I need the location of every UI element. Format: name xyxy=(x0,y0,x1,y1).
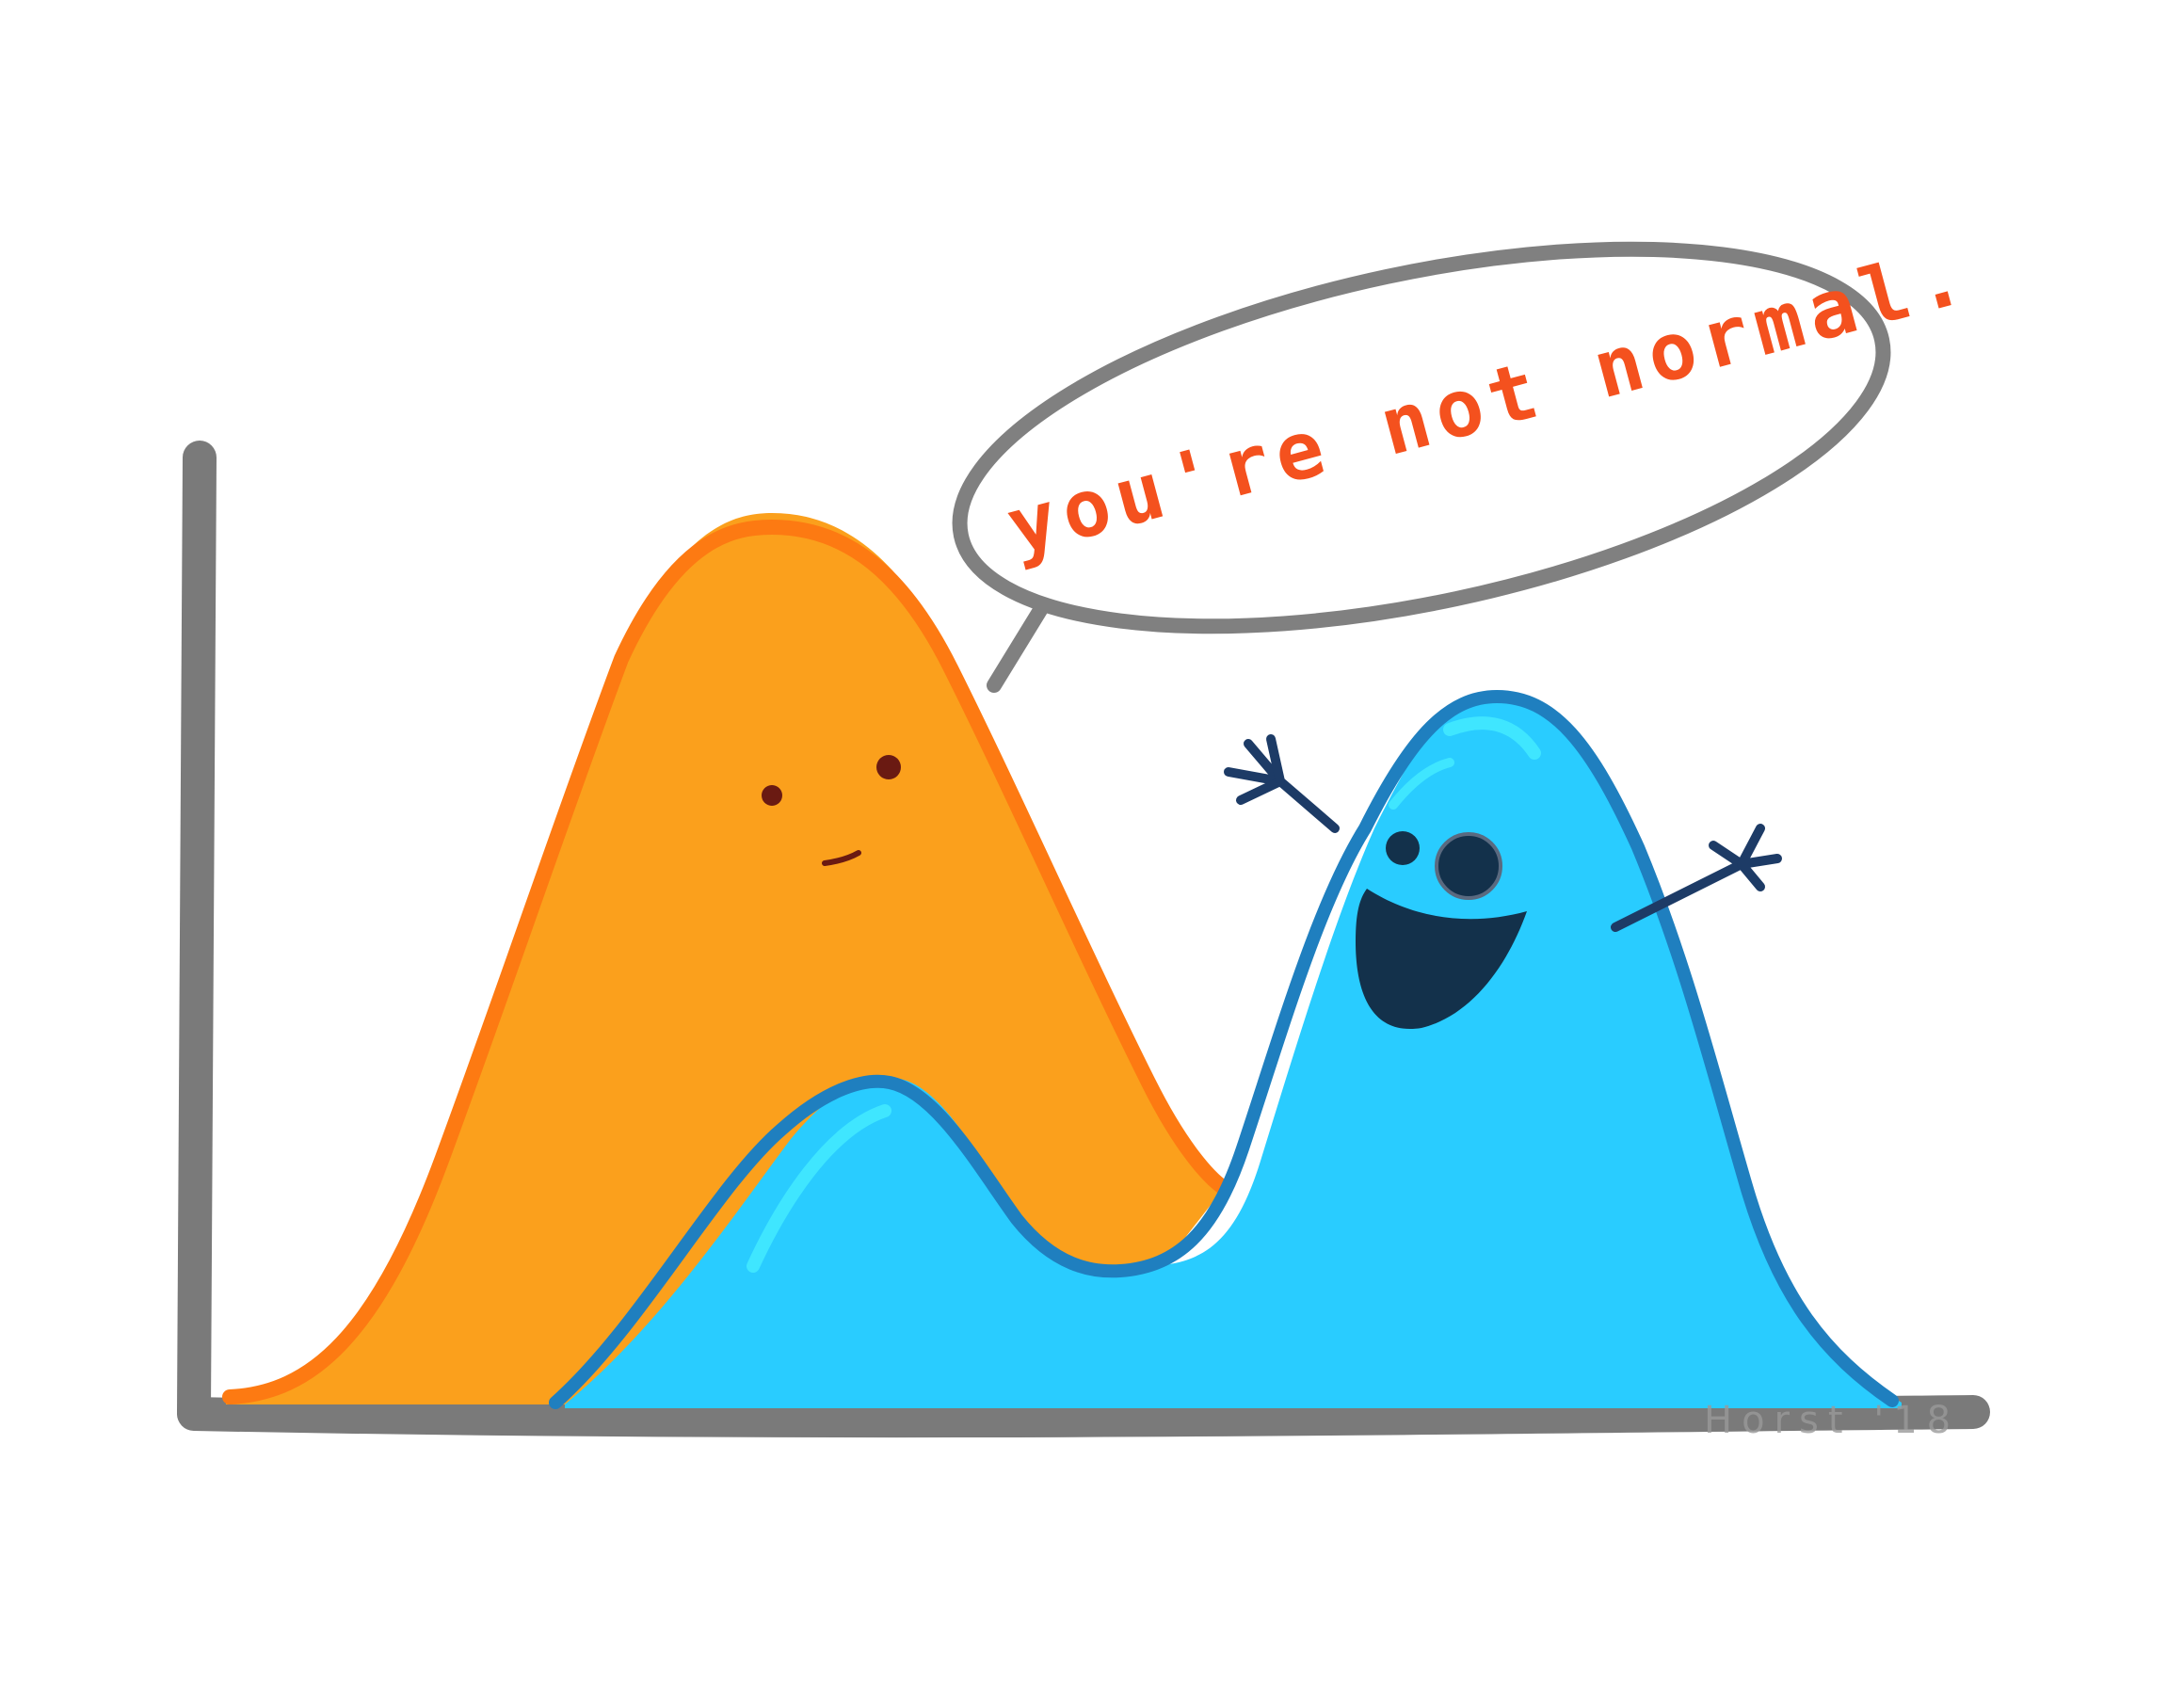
orange-mouth xyxy=(822,850,861,866)
speech-bubble: you're not normal. xyxy=(952,228,1981,693)
blue-open-mouth xyxy=(1356,889,1527,1030)
blue-curve-outline xyxy=(549,689,1899,1409)
blue-right-eye xyxy=(1437,834,1501,898)
artist-signature: Horst '18 xyxy=(1704,1399,1960,1442)
speech-bubble-outline xyxy=(952,241,1891,634)
orange-right-eye xyxy=(876,755,901,779)
orange-left-eye xyxy=(762,785,782,806)
blue-right-eye-ring xyxy=(1435,832,1502,900)
orange-curve-outline xyxy=(222,519,1231,1404)
speech-bubble-tail xyxy=(987,595,1052,693)
blue-highlight-arc xyxy=(1389,758,1454,810)
blue-highlight-left xyxy=(747,1104,891,1273)
blue-right-arm xyxy=(1611,824,1782,932)
blue-bimodal-curve-icon xyxy=(549,689,1902,1409)
x-axis xyxy=(177,1395,1990,1438)
blue-left-arm xyxy=(1224,734,1340,833)
y-axis xyxy=(177,441,217,1429)
blue-left-eye xyxy=(1386,831,1420,865)
blue-highlight-top xyxy=(1443,716,1541,760)
blue-curve-fill xyxy=(565,692,1902,1408)
axes xyxy=(177,441,1990,1438)
